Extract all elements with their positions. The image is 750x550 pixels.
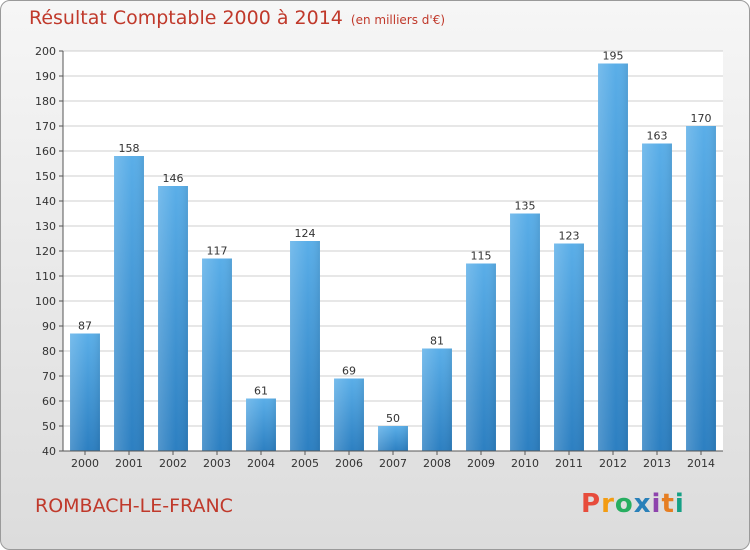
- x-tick-label: 2002: [159, 457, 187, 470]
- bar-shine-2004: [246, 398, 276, 451]
- y-tick-label: 110: [35, 270, 56, 283]
- y-tick-label: 130: [35, 220, 56, 233]
- y-tick-label: 70: [42, 370, 56, 383]
- x-tick-label: 2014: [687, 457, 715, 470]
- y-tick-label: 90: [42, 320, 56, 333]
- bar-value-label: 69: [342, 365, 356, 378]
- y-tick-label: 60: [42, 395, 56, 408]
- bar-value-label: 124: [295, 227, 316, 240]
- y-tick-label: 190: [35, 70, 56, 83]
- bar-shine-2006: [334, 378, 364, 451]
- y-tick-label: 100: [35, 295, 56, 308]
- bar-shine-2001: [114, 156, 144, 451]
- logo-letter: i: [674, 489, 685, 519]
- bar-shine-2009: [466, 263, 496, 451]
- bar-value-label: 135: [515, 200, 536, 213]
- bar-shine-2013: [642, 143, 672, 451]
- y-tick-label: 180: [35, 95, 56, 108]
- proxiti-logo[interactable]: Proxiti: [581, 489, 685, 519]
- bar-shine-2007: [378, 426, 408, 451]
- bar-value-label: 81: [430, 335, 444, 348]
- bar-shine-2014: [686, 126, 716, 451]
- bar-value-label: 195: [603, 50, 624, 63]
- bar-layer: 87 158 146 117 61 124 69 50 81 115 135 123 195 163 170: [70, 50, 716, 451]
- logo-letter: t: [661, 489, 675, 519]
- chart-title-text: Résultat Comptable 2000 à 2014: [29, 7, 343, 29]
- x-tick-label: 2006: [335, 457, 363, 470]
- y-tick-label: 140: [35, 195, 56, 208]
- town-name: ROMBACH-LE-FRANC: [35, 495, 233, 517]
- x-tick-label: 2010: [511, 457, 539, 470]
- y-tick-label: 40: [42, 445, 56, 458]
- y-tick-label: 170: [35, 120, 56, 133]
- bar-shine-2008: [422, 348, 452, 451]
- bar-shine-2003: [202, 258, 232, 451]
- x-tick-label: 2012: [599, 457, 627, 470]
- y-tick-label: 120: [35, 245, 56, 258]
- bar-value-label: 50: [386, 412, 400, 425]
- x-tick-label: 2003: [203, 457, 231, 470]
- x-tick-label: 2009: [467, 457, 495, 470]
- bar-value-label: 87: [78, 320, 92, 333]
- bar-value-label: 170: [691, 112, 712, 125]
- bar-shine-2002: [158, 186, 188, 451]
- bar-shine-2010: [510, 213, 540, 451]
- chart-subtitle: (en milliers d'€): [350, 13, 446, 27]
- y-tick-label: 200: [35, 45, 56, 58]
- axis-layer: 40 50 60 70 80 90 100 110 120 130 140 150 160 170 180 1…: [35, 45, 723, 470]
- bar-value-label: 61: [254, 385, 268, 398]
- y-tick-label: 160: [35, 145, 56, 158]
- x-tick-label: 2005: [291, 457, 319, 470]
- x-tick-label: 2001: [115, 457, 143, 470]
- bar-value-label: 163: [647, 130, 668, 143]
- x-tick-label: 2004: [247, 457, 275, 470]
- bar-value-label: 146: [163, 172, 184, 185]
- logo-letter: i: [651, 489, 662, 519]
- x-tick-label: 2000: [71, 457, 99, 470]
- logo-letter: o: [614, 489, 634, 519]
- chart-title: Résultat Comptable 2000 à 2014 (en millie…: [29, 7, 445, 29]
- bar-value-label: 115: [471, 250, 492, 263]
- bar-shine-2000: [70, 333, 100, 451]
- y-tick-label: 50: [42, 420, 56, 433]
- logo-letter: r: [601, 489, 615, 519]
- x-tick-label: 2013: [643, 457, 671, 470]
- bar-shine-2011: [554, 243, 584, 451]
- x-tick-label: 2008: [423, 457, 451, 470]
- x-tick-label: 2011: [555, 457, 583, 470]
- y-tick-label: 150: [35, 170, 56, 183]
- logo-letter: x: [633, 489, 652, 519]
- bar-value-label: 117: [207, 245, 228, 258]
- logo-letter: P: [581, 489, 602, 519]
- x-tick-label: 2007: [379, 457, 407, 470]
- bar-shine-2005: [290, 241, 320, 451]
- bar-shine-2012: [598, 63, 628, 451]
- y-tick-label: 80: [42, 345, 56, 358]
- bar-value-label: 123: [559, 230, 580, 243]
- bar-value-label: 158: [119, 142, 140, 155]
